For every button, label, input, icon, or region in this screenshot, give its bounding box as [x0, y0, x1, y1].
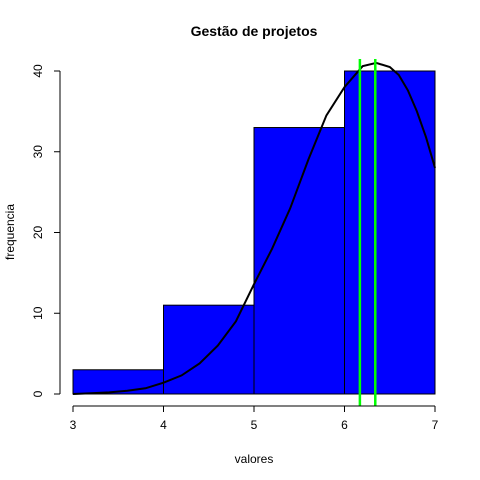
x-tick-label-3: 6 — [341, 418, 348, 432]
histogram-bar-0 — [72, 369, 164, 395]
density-curve — [72, 61, 436, 395]
histogram-bar-3 — [344, 70, 436, 395]
histogram-bar-2 — [253, 127, 345, 395]
x-tick-label-1: 4 — [160, 418, 167, 432]
y-tick-label-4: 40 — [31, 64, 45, 78]
y-axis: 0 10 20 30 40 — [31, 64, 61, 397]
histogram-bar-1 — [163, 304, 255, 395]
y-tick-label-0: 0 — [31, 390, 45, 397]
chart-title: Gestão de projetos — [191, 23, 318, 39]
bars-layer — [72, 70, 436, 395]
vertical-lines-layer — [358, 59, 377, 406]
x-axis-label: valores — [235, 452, 274, 466]
density-curve-layer — [72, 61, 436, 395]
x-tick-label-0: 3 — [70, 418, 77, 432]
y-tick-label-3: 30 — [31, 145, 45, 159]
x-tick-label-4: 7 — [432, 418, 439, 432]
x-axis: 3 4 5 6 7 — [70, 405, 439, 432]
y-axis-label: frequencia — [3, 204, 17, 260]
x-tick-label-2: 5 — [251, 418, 258, 432]
y-tick-label-1: 10 — [31, 306, 45, 320]
y-tick-label-2: 20 — [31, 226, 45, 240]
